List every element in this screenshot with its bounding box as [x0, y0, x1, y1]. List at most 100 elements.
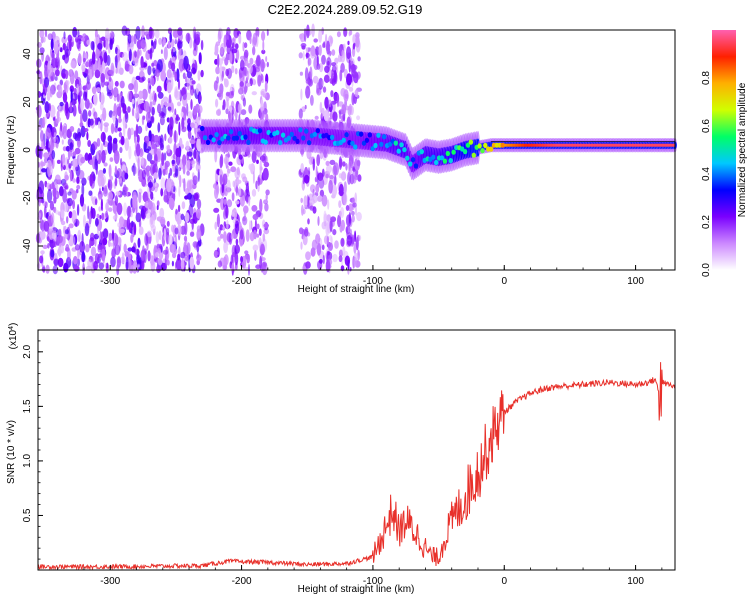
heatmap-noise-cell — [128, 145, 132, 160]
heatmap-noise-cell — [85, 243, 90, 253]
heatmap-noise-cell — [157, 103, 162, 114]
heatmap-noise-cell — [135, 106, 140, 120]
heatmap-noise-cell — [136, 134, 140, 143]
heatmap-noise-cell — [329, 234, 332, 241]
heatmap-noise-cell — [346, 46, 352, 60]
heatmap-noise-cell — [91, 207, 96, 220]
heatmap-noise-cell — [172, 29, 179, 39]
heatmap-noise-cell — [256, 54, 261, 67]
heatmap-noise-cell — [41, 139, 45, 152]
heatmap-noise-cell — [141, 25, 145, 39]
heatmap-noise-cell — [64, 48, 71, 57]
heatmap-noise-cell — [106, 32, 111, 38]
heatmap-noise-cell — [192, 175, 198, 186]
heatmap-noise-cell — [258, 228, 262, 236]
heatmap-noise-cell — [114, 177, 118, 187]
heatmap-noise-cell — [303, 228, 309, 237]
heatmap-noise-cell — [149, 47, 153, 60]
heatmap-noise-cell — [49, 90, 53, 98]
heatmap-noise-cell — [340, 207, 345, 218]
heatmap-noise-cell — [113, 150, 120, 164]
heatmap-noise-cell — [46, 182, 51, 189]
heatmap-noise-cell — [223, 199, 226, 206]
heatmap-noise-cell — [68, 211, 73, 219]
heatmap-noise-cell — [169, 73, 176, 78]
heatmap-noise-cell — [118, 131, 123, 138]
heatmap-noise-cell — [261, 153, 267, 164]
heatmap-noise-cell — [51, 150, 56, 160]
heatmap-noise-cell — [77, 229, 82, 243]
heatmap-noise-cell — [133, 130, 137, 144]
heatmap-noise-cell — [219, 174, 223, 186]
heatmap-noise-cell — [106, 54, 111, 67]
heatmap-noise-cell — [252, 79, 257, 86]
heatmap-noise-cell — [189, 231, 195, 237]
heatmap-noise-cell — [351, 214, 355, 223]
heatmap-noise-cell — [239, 72, 242, 79]
heatmap-noise-cell — [72, 132, 78, 140]
heatmap-noise-cell — [123, 123, 126, 137]
heatmap-noise-cell — [43, 152, 50, 159]
heatmap-noise-cell — [137, 157, 140, 169]
y-tick-label: -40 — [22, 238, 33, 253]
heatmap-noise-cell — [147, 65, 152, 76]
heatmap-noise-cell — [176, 224, 182, 237]
heatmap-noise-cell — [309, 46, 316, 59]
heatmap-noise-cell — [102, 107, 107, 122]
heatmap-noise-cell — [352, 202, 357, 208]
colorbar-tick-label: 0.6 — [701, 119, 712, 133]
heatmap-noise-cell — [146, 230, 152, 238]
heatmap-noise-cell — [185, 250, 189, 262]
heatmap-noise-cell — [229, 51, 233, 64]
heatmap-noise-cell — [104, 263, 107, 268]
heatmap-noise-cell — [82, 109, 88, 122]
heatmap-noise-cell — [136, 49, 140, 59]
heatmap-ridge-core — [246, 139, 251, 145]
heatmap-noise-cell — [160, 99, 164, 109]
heatmap-ridge-core — [257, 128, 263, 134]
heatmap-noise-cell — [95, 87, 101, 93]
heatmap-noise-cell — [133, 79, 139, 94]
heatmap-noise-cell — [174, 249, 178, 254]
heatmap-noise-cell — [74, 244, 80, 251]
heatmap-ridge-core — [376, 132, 381, 138]
heatmap-noise-cell — [89, 118, 94, 126]
heatmap-noise-cell — [107, 191, 114, 201]
heatmap-noise-cell — [251, 205, 258, 212]
heatmap-noise-cell — [81, 65, 86, 73]
heatmap-noise-cell — [64, 174, 69, 181]
heatmap-noise-cell — [252, 171, 255, 184]
heatmap-ridge-core — [382, 134, 387, 140]
snr-y-axis-label: SNR (10 * v/v) — [6, 420, 17, 484]
heatmap-noise-cell — [336, 31, 341, 38]
heatmap-noise-cell — [77, 94, 80, 102]
heatmap-ridge-core — [344, 132, 349, 138]
x-tick-label: -100 — [363, 276, 383, 287]
heatmap-noise-cell — [84, 98, 90, 110]
heatmap-noise-cell — [154, 29, 160, 39]
heatmap-noise-cell — [245, 229, 250, 242]
heatmap-noise-cell — [225, 108, 229, 115]
heatmap-noise-cell — [151, 141, 155, 150]
heatmap-noise-cell — [117, 127, 122, 132]
heatmap-noise-cell — [313, 38, 319, 43]
x-tick-label: 100 — [627, 576, 644, 587]
heatmap-noise-cell — [226, 68, 232, 79]
heatmap-noise-cell — [259, 160, 262, 174]
heatmap-noise-cell — [168, 94, 172, 104]
heatmap-noise-cell — [303, 28, 307, 43]
heatmap-noise-cell — [158, 230, 162, 241]
heatmap-noise-cell — [127, 34, 132, 44]
heatmap-noise-cell — [318, 29, 323, 43]
heatmap-noise-cell — [101, 60, 106, 74]
heatmap-noise-cell — [49, 183, 56, 190]
heatmap-noise-cell — [353, 256, 357, 267]
heatmap-noise-cell — [100, 36, 106, 42]
heatmap-noise-cell — [90, 246, 97, 257]
heatmap-noise-cell — [156, 59, 163, 73]
heatmap-noise-cell — [197, 70, 201, 81]
heatmap-noise-cell — [332, 165, 338, 176]
heatmap-noise-cell — [104, 81, 110, 86]
heatmap-noise-cell — [180, 251, 186, 259]
heatmap-ridge-core — [275, 130, 280, 136]
